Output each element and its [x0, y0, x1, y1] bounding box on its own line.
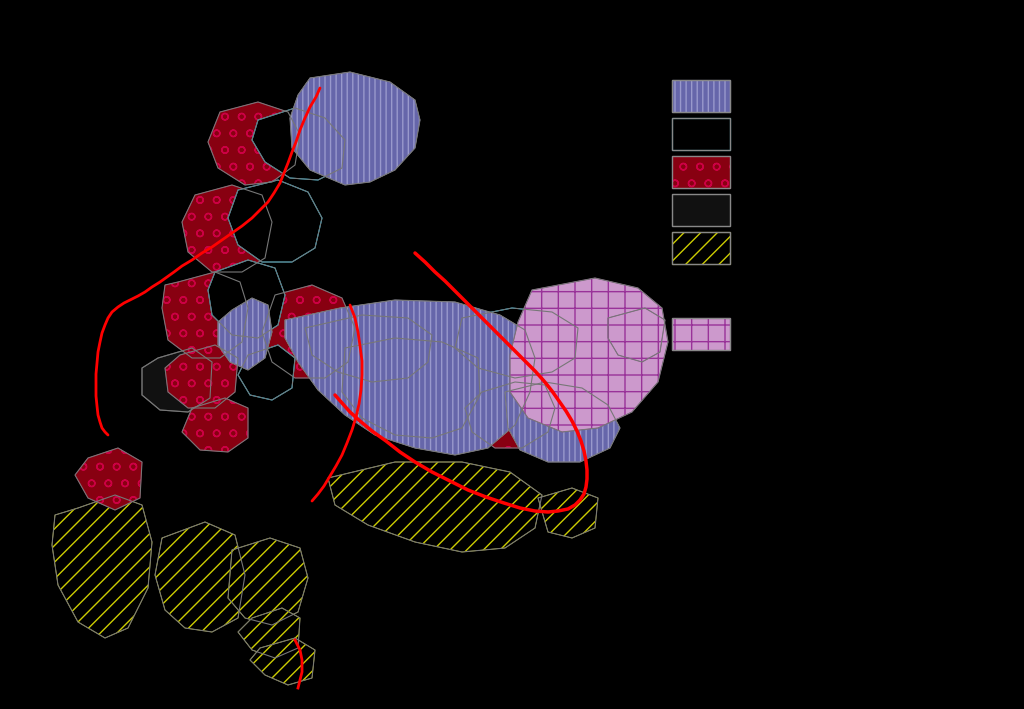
Polygon shape: [155, 522, 245, 632]
Polygon shape: [75, 448, 142, 510]
Bar: [672, 118, 730, 150]
Polygon shape: [238, 608, 300, 658]
Polygon shape: [290, 72, 420, 185]
Bar: [672, 318, 730, 350]
Polygon shape: [182, 398, 248, 452]
Bar: [672, 232, 730, 264]
Polygon shape: [182, 185, 272, 272]
Polygon shape: [305, 315, 432, 382]
Polygon shape: [162, 272, 248, 358]
Polygon shape: [252, 108, 345, 180]
Polygon shape: [510, 278, 668, 432]
Bar: [672, 156, 730, 188]
Polygon shape: [328, 462, 542, 552]
Polygon shape: [250, 638, 315, 685]
Bar: [672, 194, 730, 226]
Bar: [672, 118, 730, 150]
Polygon shape: [465, 382, 555, 448]
Polygon shape: [52, 495, 152, 638]
Bar: [672, 80, 730, 112]
Bar: [672, 80, 730, 112]
Polygon shape: [608, 308, 665, 362]
Polygon shape: [142, 348, 212, 412]
Bar: [672, 194, 730, 226]
Polygon shape: [208, 102, 300, 185]
Bar: [672, 156, 730, 188]
Bar: [672, 318, 730, 350]
Polygon shape: [238, 345, 295, 400]
Polygon shape: [505, 382, 620, 462]
Bar: [672, 232, 730, 264]
Polygon shape: [218, 298, 272, 370]
Polygon shape: [538, 488, 598, 538]
Polygon shape: [165, 345, 238, 408]
Polygon shape: [228, 180, 322, 262]
Polygon shape: [285, 300, 535, 455]
Polygon shape: [228, 538, 308, 625]
Polygon shape: [342, 338, 480, 438]
Polygon shape: [208, 260, 285, 338]
Polygon shape: [262, 285, 355, 378]
Polygon shape: [455, 308, 578, 378]
